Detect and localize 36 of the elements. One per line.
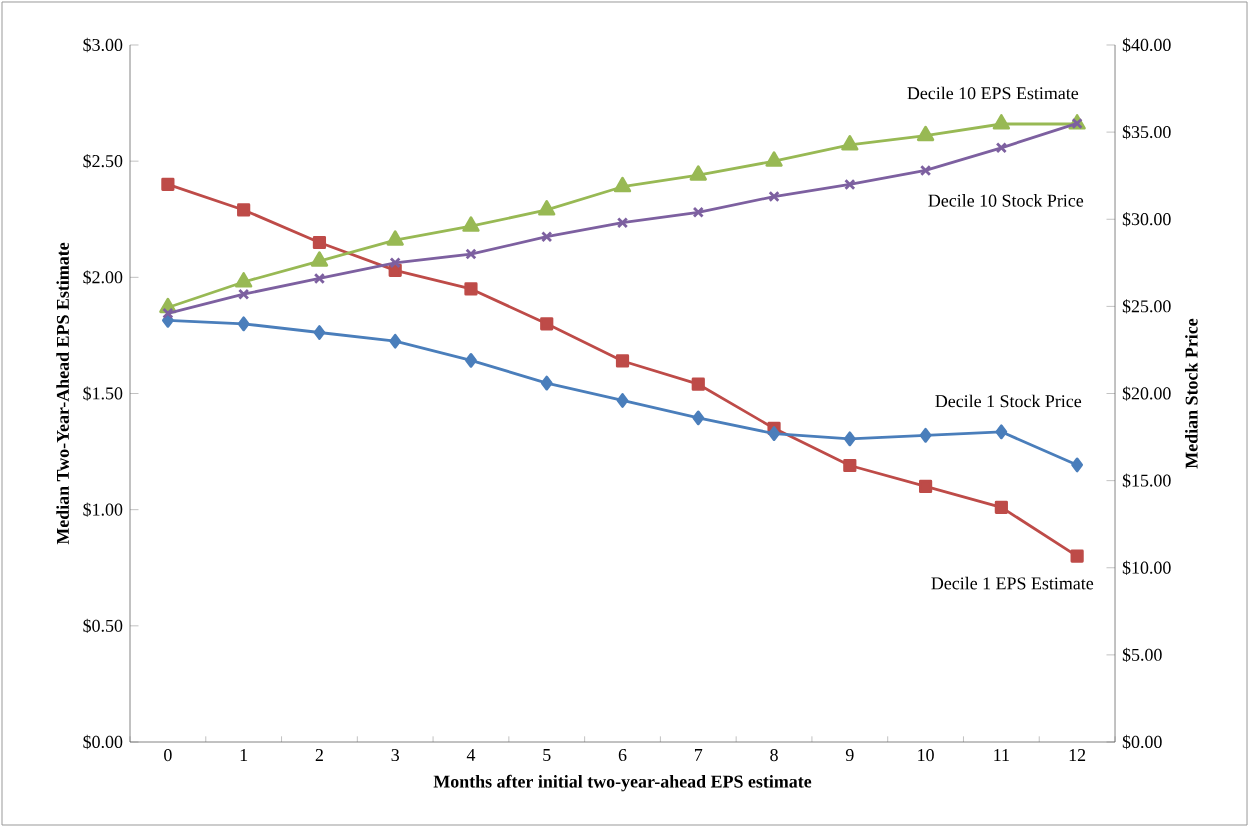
y2-tick-label: $25.00	[1122, 299, 1171, 314]
y2-tick-label: $5.00	[1122, 647, 1162, 663]
y-tick-label: $2.00	[83, 270, 123, 285]
x-tick-label: 12	[1069, 749, 1086, 761]
series-label: Decile 1 EPS Estimate	[931, 576, 1094, 590]
y2-tick-label: $0.00	[1122, 734, 1162, 750]
y-tick-label: $3.00	[83, 37, 123, 53]
x-tick-label: 7	[694, 749, 703, 761]
y2-tick-label: $10.00	[1122, 560, 1171, 575]
y2-tick-label: $35.00	[1122, 124, 1171, 140]
y-tick-label: $1.00	[83, 502, 123, 517]
y2-tick-label: $15.00	[1122, 473, 1171, 488]
x-tick-label: 10	[918, 749, 934, 762]
y2-axis-title: Median Stock Price	[1185, 318, 1198, 469]
x-tick-label: 2	[315, 749, 323, 761]
x-tick-label: 8	[770, 749, 778, 762]
series-label: Decile 10 Stock Price	[928, 194, 1084, 207]
y2-tick-label: $20.00	[1122, 386, 1171, 401]
x-tick-label: 3	[391, 749, 399, 762]
y-axis-title: Median Two-Year-Ahead EPS Estimate	[56, 242, 69, 545]
x-tick-label: 1	[240, 749, 248, 761]
y2-tick-label: $30.00	[1122, 212, 1171, 227]
x-tick-label: 5	[543, 749, 551, 761]
x-tick-label: 11	[994, 749, 1009, 761]
x-axis-title: Months after initial two-year-ahead EPS estimate	[433, 774, 812, 792]
x-tick-label: 6	[618, 749, 627, 762]
y2-tick-label: $40.00	[1122, 37, 1171, 53]
series-label: Decile 1 Stock Price	[935, 394, 1082, 408]
x-tick-label: 0	[164, 749, 172, 762]
x-tick-label: 4	[466, 749, 476, 761]
y-tick-label: $0.50	[83, 618, 123, 634]
y-tick-label: $2.50	[83, 153, 123, 169]
x-tick-label: 9	[845, 749, 854, 762]
y-tick-label: $0.00	[83, 734, 123, 750]
y-tick-label: $1.50	[83, 386, 123, 401]
series-label: Decile 10 EPS Estimate	[907, 86, 1079, 100]
